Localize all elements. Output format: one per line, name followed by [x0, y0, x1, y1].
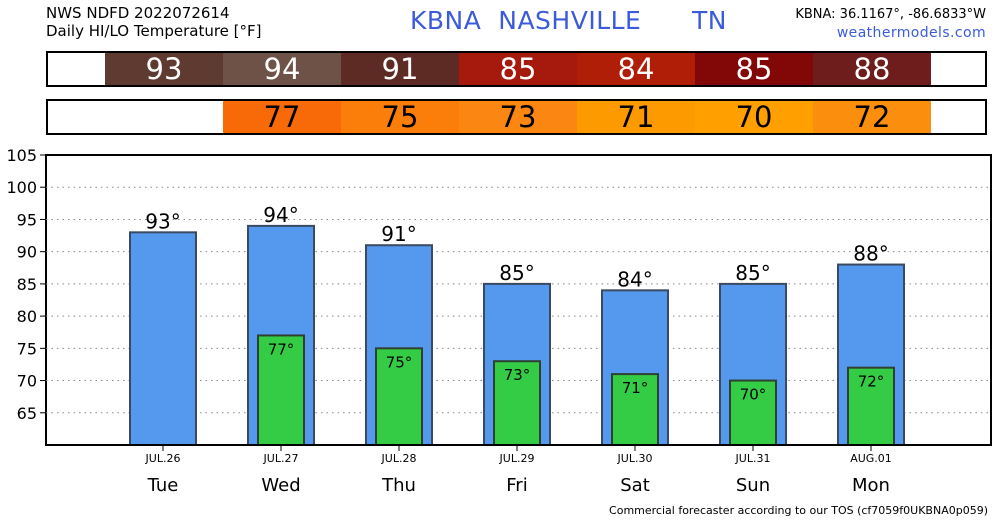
- low-temp-cell: 70: [695, 100, 813, 134]
- low-temp-bar: [257, 334, 305, 447]
- product-line1: NWS NDFD 2022072614: [46, 4, 230, 22]
- date-label: JUL.31: [735, 452, 771, 465]
- high-temp-cell: 93: [105, 52, 223, 86]
- low-temp-bar: [611, 373, 659, 446]
- high-temp-label: 91°: [381, 222, 416, 246]
- day-label: Sat: [620, 475, 650, 496]
- low-temp-label: 73°: [504, 366, 531, 384]
- y-tick-label: 65: [17, 404, 37, 423]
- low-temp-cell: 72: [813, 100, 931, 134]
- low-temp-cell: 71: [577, 100, 695, 134]
- day-label: Sun: [736, 475, 770, 496]
- high-temp-label: 85°: [735, 261, 770, 285]
- high-temp-cell: 84: [577, 52, 695, 86]
- y-tick-label: 70: [17, 372, 37, 391]
- station-info: KBNA: 36.1167°, -86.6833°W weathermodels…: [795, 5, 986, 43]
- high-temp-label: 84°: [617, 267, 652, 291]
- y-tick-label: 105: [6, 146, 37, 165]
- day-label: Wed: [261, 475, 300, 496]
- day-label: Tue: [147, 475, 179, 496]
- low-temp-cell: 77: [223, 100, 341, 134]
- high-temp-cell: 85: [695, 52, 813, 86]
- y-tick-label: 95: [17, 210, 37, 229]
- y-tick-label: 75: [17, 339, 37, 358]
- low-temp-label: 77°: [268, 340, 295, 358]
- high-temp-bar: [129, 231, 197, 446]
- product-info: NWS NDFD 2022072614 Daily HI/LO Temperat…: [46, 4, 262, 40]
- high-temp-cell: 94: [223, 52, 341, 86]
- station-title: KBNA NASHVILLE TN: [410, 6, 727, 35]
- high-temp-cell: 88: [813, 52, 931, 86]
- low-temp-label: 72°: [858, 373, 885, 391]
- station-coords: KBNA: 36.1167°, -86.6833°W: [795, 7, 986, 22]
- low-temp-label: 75°: [386, 353, 413, 371]
- high-temp-strip: 93 94 91 85 84 85 88: [46, 51, 987, 87]
- date-label: JUL.28: [381, 452, 417, 465]
- product-line2: Daily HI/LO Temperature [°F]: [46, 22, 262, 40]
- y-tick-label: 85: [17, 275, 37, 294]
- day-label: Mon: [852, 475, 890, 496]
- date-label: JUL.29: [499, 452, 535, 465]
- high-temp-cell: 91: [341, 52, 459, 86]
- day-label: Thu: [381, 475, 416, 496]
- low-temp-label: 70°: [740, 386, 767, 404]
- high-temp-label: 85°: [499, 261, 534, 285]
- day-label: Fri: [506, 475, 527, 496]
- y-tick-label: 80: [17, 307, 37, 326]
- high-temp-label: 93°: [145, 209, 180, 233]
- high-temp-cell: 85: [459, 52, 577, 86]
- date-label: JUL.30: [617, 452, 653, 465]
- y-tick-label: 90: [17, 243, 37, 262]
- site-link[interactable]: weathermodels.com: [836, 25, 986, 41]
- low-temp-bar: [729, 379, 777, 446]
- low-temp-label: 71°: [622, 379, 649, 397]
- high-temp-label: 94°: [263, 203, 298, 227]
- low-temp-strip: 77 75 73 71 70 72: [46, 99, 987, 135]
- date-label: AUG.01: [850, 452, 892, 465]
- high-temp-label: 88°: [853, 242, 888, 266]
- date-label: JUL.26: [145, 452, 181, 465]
- date-label: JUL.27: [263, 452, 299, 465]
- y-tick-label: 100: [6, 178, 37, 197]
- low-temp-cell: 73: [459, 100, 577, 134]
- low-temp-cell: 75: [341, 100, 459, 134]
- low-temp-bar: [847, 366, 895, 446]
- footer-note: Commercial forecaster according to our T…: [609, 504, 988, 517]
